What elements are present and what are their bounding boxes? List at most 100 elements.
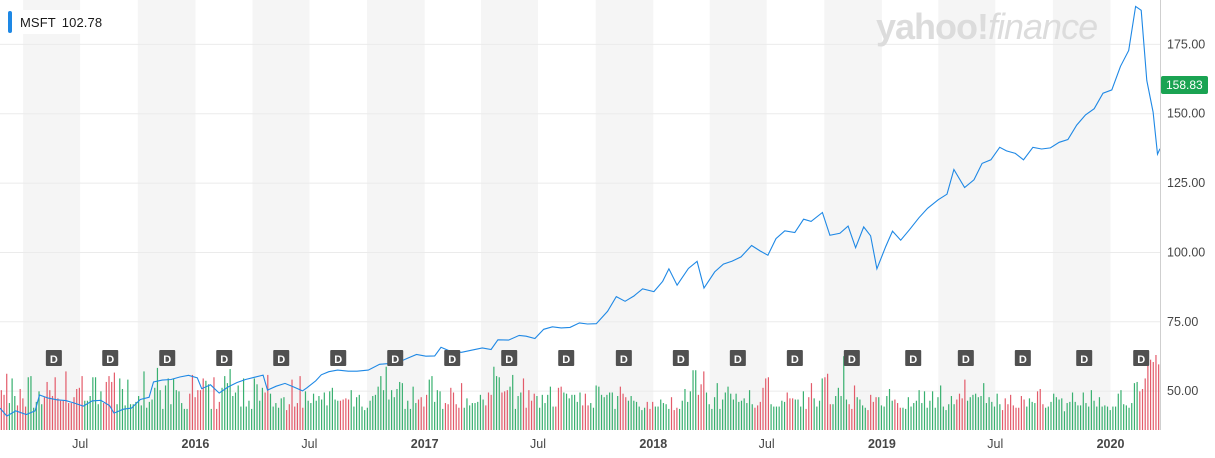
dividend-marker[interactable]: D — [45, 350, 62, 366]
volume-bar — [59, 400, 62, 430]
volume-bar — [372, 396, 374, 430]
volume-bar — [797, 399, 799, 430]
dividend-marker-box — [1133, 350, 1150, 366]
volume-bar — [966, 400, 969, 430]
volume-bar — [84, 400, 86, 430]
volume-bar — [1010, 394, 1012, 430]
dividend-marker[interactable]: D — [905, 350, 922, 366]
volume-bar — [501, 392, 503, 430]
volume-bar — [870, 394, 872, 430]
volume-bar — [479, 394, 482, 430]
volume-bar — [1114, 406, 1117, 430]
volume-bar — [1066, 403, 1068, 430]
dividend-marker-label: D — [909, 354, 917, 366]
series-legend[interactable]: MSFT 102.78 — [8, 10, 109, 34]
volume-bar — [369, 400, 371, 430]
volume-bar — [961, 398, 963, 430]
legend-symbol: MSFT — [20, 14, 56, 30]
dividend-marker[interactable]: D — [558, 350, 575, 366]
volume-bar — [770, 404, 772, 430]
volume-bar — [1098, 397, 1101, 430]
volume-bar — [326, 405, 328, 430]
dividend-marker[interactable]: D — [273, 350, 290, 366]
dividend-marker[interactable]: D — [501, 350, 518, 366]
dividend-marker[interactable]: D — [102, 350, 119, 366]
volume-bar — [24, 406, 27, 430]
volume-bar — [687, 401, 689, 430]
dividend-marker[interactable]: D — [444, 350, 461, 366]
dividend-marker[interactable]: D — [1014, 350, 1031, 366]
volume-bar — [1106, 406, 1109, 430]
volume-bar — [942, 406, 944, 430]
volume-bar — [603, 397, 605, 430]
volume-bar — [775, 406, 778, 430]
volume-bar — [652, 401, 654, 430]
dividend-marker[interactable]: D — [216, 350, 233, 366]
volume-bar — [856, 397, 858, 430]
volume-bar — [1026, 406, 1028, 430]
legend-color-swatch — [8, 11, 12, 33]
volume-bar — [1061, 398, 1063, 430]
volume-bar — [423, 406, 425, 430]
volume-bar — [969, 397, 971, 430]
dividend-marker[interactable]: D — [387, 350, 404, 366]
volume-bar — [530, 400, 533, 430]
volume-bar — [1074, 401, 1076, 430]
volume-bar — [35, 401, 37, 430]
volume-bar — [202, 378, 204, 430]
volume-bar — [213, 377, 215, 430]
volume-bar — [356, 397, 358, 430]
volume-bar — [105, 381, 107, 430]
dividend-marker[interactable]: D — [843, 350, 860, 366]
x-axis-tick-labels: Jul 2016 Jul 2017 Jul 2018 Jul 2019 Jul 2020 — [72, 437, 1124, 451]
price-line[interactable] — [0, 5, 1161, 417]
dividend-marker-box — [786, 350, 803, 366]
volume-bar — [781, 400, 783, 430]
dividend-marker[interactable]: D — [159, 350, 176, 366]
volume-bar — [207, 384, 210, 430]
volume-bar — [557, 387, 560, 430]
dividend-marker[interactable]: D — [615, 350, 632, 366]
volume-bar — [92, 377, 94, 430]
volume-bar — [899, 407, 901, 430]
dividend-marker-box — [387, 350, 404, 366]
volume-bar — [506, 390, 508, 430]
volume-bar — [242, 378, 245, 430]
volume-bar — [57, 398, 59, 430]
volume-bar — [1012, 405, 1014, 430]
volume-bar — [552, 406, 554, 430]
dividend-marker[interactable]: D — [729, 350, 746, 366]
volume-bar — [813, 398, 815, 430]
volume-bar — [261, 387, 264, 430]
volume-bar — [1149, 359, 1152, 430]
volume-bar — [743, 398, 745, 430]
dividend-marker[interactable]: D — [330, 350, 347, 366]
volume-bar — [43, 397, 46, 430]
volume-bar — [668, 408, 670, 430]
volume-bar — [1104, 405, 1106, 430]
volume-bar — [162, 408, 164, 430]
volume-bar — [318, 396, 320, 430]
dividend-marker[interactable]: D — [1076, 350, 1093, 366]
dividend-marker[interactable]: D — [957, 350, 974, 366]
volume-bar — [280, 398, 282, 430]
volume-bar — [533, 393, 535, 430]
dividend-marker[interactable]: D — [672, 350, 689, 366]
watermark-product: finance — [988, 6, 1098, 47]
volume-bar — [711, 408, 713, 430]
volume-bar — [151, 399, 153, 430]
volume-bar — [571, 394, 573, 430]
volume-bar — [1020, 396, 1022, 430]
volume-bar — [78, 387, 80, 430]
dividend-marker[interactable]: D — [786, 350, 803, 366]
volume-bar — [840, 396, 842, 430]
volume-bar — [802, 391, 804, 430]
volume-bar — [385, 366, 387, 430]
dividend-marker[interactable]: D — [1133, 350, 1150, 366]
volume-bar — [415, 403, 417, 430]
volume-bar — [716, 383, 718, 430]
volume-bar — [514, 408, 517, 430]
volume-bar — [291, 379, 293, 430]
